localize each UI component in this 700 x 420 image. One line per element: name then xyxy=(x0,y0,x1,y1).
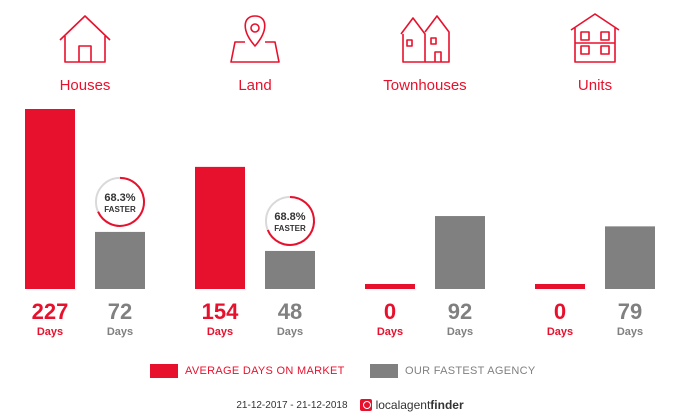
units-icon-stroke xyxy=(580,31,590,41)
faster-text-houses: FASTER xyxy=(104,205,136,214)
legend-market-label: AVERAGE DAYS ON MARKET xyxy=(185,365,345,377)
category-label-houses: Houses xyxy=(60,77,111,94)
units-icon-stroke xyxy=(600,31,610,41)
units-icon-stroke xyxy=(580,45,590,55)
value-market-units: 0 xyxy=(554,299,566,324)
townhouses-icon xyxy=(400,15,450,63)
units-icon-stroke xyxy=(574,28,616,63)
faster-badge-arc-houses xyxy=(97,176,145,227)
legend-market: AVERAGE DAYS ON MARKET xyxy=(150,362,345,380)
townhouses-icon-stroke xyxy=(424,15,450,63)
legend-agency: OUR FASTEST AGENCY xyxy=(370,362,536,380)
footer: 21-12-2017 - 21-12-2018 localagentfinder xyxy=(0,398,700,412)
unit-market-houses: Days xyxy=(37,326,63,338)
house-icon xyxy=(59,15,111,63)
unit-agency-houses: Days xyxy=(107,326,133,338)
unit-market-units: Days xyxy=(547,326,573,338)
category-label-townhouses: Townhouses xyxy=(383,77,466,94)
faster-badge-arc-land xyxy=(266,195,315,246)
localagentfinder-logo-icon xyxy=(359,399,372,411)
value-agency-units: 79 xyxy=(618,299,642,324)
value-agency-land: 48 xyxy=(278,299,302,324)
townhouses-icon-stroke xyxy=(434,51,442,62)
brand-name: localagentfinder xyxy=(376,398,464,412)
faster-percent-houses: 68.3% xyxy=(104,192,135,204)
legend-agency-label: OUR FASTEST AGENCY xyxy=(405,365,536,377)
category-label-units: Units xyxy=(578,77,612,94)
house-icon-stroke xyxy=(78,45,92,62)
category-label-land: Land xyxy=(238,77,271,94)
brand-local: localagent xyxy=(375,398,431,412)
house-icon-stroke xyxy=(59,15,111,41)
value-agency-houses: 72 xyxy=(108,299,132,324)
brand-finder: finder xyxy=(430,398,464,412)
value-agency-townhouses: 92 xyxy=(448,299,472,324)
townhouses-icon-stroke xyxy=(400,17,426,63)
units-icon xyxy=(570,13,620,63)
map-pin-icon-stroke xyxy=(244,15,266,47)
legend-market-swatch xyxy=(150,364,178,378)
value-market-houses: 227 xyxy=(32,299,69,324)
units-icon-stroke xyxy=(600,45,610,55)
bar-agency-land xyxy=(265,250,315,289)
unit-agency-land: Days xyxy=(277,326,303,338)
units-icon-stroke xyxy=(570,13,620,31)
bar-agency-townhouses xyxy=(435,216,485,289)
date-range: 21-12-2017 - 21-12-2018 xyxy=(236,399,348,411)
bar-market-houses xyxy=(25,109,75,289)
value-market-townhouses: 0 xyxy=(384,299,396,324)
faster-text-land: FASTER xyxy=(274,224,306,233)
bar-agency-houses xyxy=(95,231,145,289)
unit-market-land: Days xyxy=(207,326,233,338)
legend-agency-swatch xyxy=(370,364,398,378)
map-pin-icon-stroke xyxy=(230,41,280,63)
unit-agency-townhouses: Days xyxy=(447,326,473,338)
map-pin-icon-stroke xyxy=(250,23,260,33)
townhouses-icon-stroke xyxy=(430,37,437,45)
faster-percent-land: 68.8% xyxy=(274,211,305,223)
house-icon-stroke xyxy=(64,36,106,63)
bar-market-units xyxy=(535,284,585,289)
unit-agency-units: Days xyxy=(617,326,643,338)
townhouses-icon-stroke xyxy=(406,39,413,47)
value-market-land: 154 xyxy=(202,299,239,324)
unit-market-townhouses: Days xyxy=(377,326,403,338)
map-pin-icon xyxy=(230,15,280,63)
bar-agency-units xyxy=(605,226,655,289)
bar-market-land xyxy=(195,166,245,289)
bar-market-townhouses xyxy=(365,284,415,289)
